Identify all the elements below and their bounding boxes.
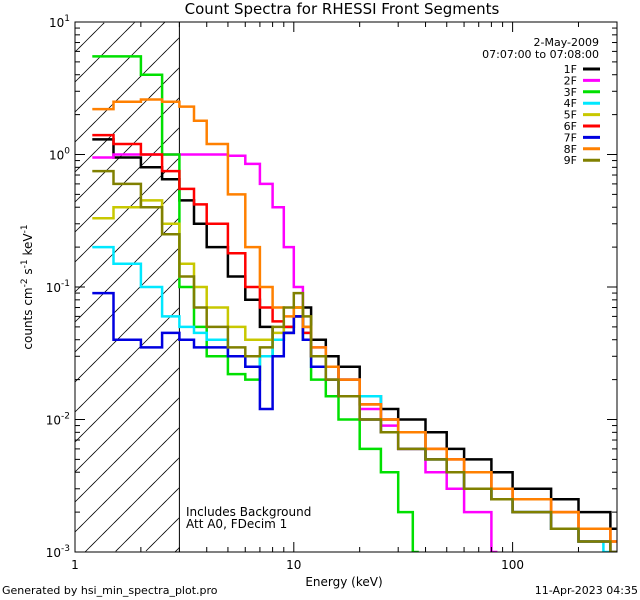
hatch-line	[74, 397, 180, 503]
legend-label: 7F	[564, 131, 577, 144]
axes	[74, 21, 618, 553]
legend-label: 2F	[564, 74, 577, 87]
footer-generated-on: 11-Apr-2023 04:35	[535, 584, 638, 597]
hatch-line	[74, 367, 180, 473]
legend-label: 8F	[564, 143, 577, 156]
hatch-line	[174, 547, 180, 553]
hatch-line	[85, 457, 180, 552]
chart-title: Count Spectra for RHESSI Front Segments	[185, 0, 500, 18]
series-9F	[92, 169, 617, 552]
legend-label: 5F	[564, 109, 577, 122]
y-axis-label: counts cm-2 s-1 keV-1	[20, 224, 35, 349]
legend-label: 6F	[564, 120, 577, 133]
hatch-line	[74, 21, 166, 113]
legend-time-range: 07:07:00 to 07:08:00	[482, 48, 599, 61]
y-tick-label: 100	[49, 147, 70, 163]
tick-labels: 1 10 100 10-3 10-2 10-1 100 101	[46, 14, 524, 572]
hatch-line	[74, 427, 180, 533]
x-axis-label: Energy (keV)	[305, 575, 382, 589]
annotation-attenuator: Att A0, FDecim 1	[186, 517, 287, 531]
hatch-line	[74, 247, 180, 353]
hatch-line	[74, 22, 135, 83]
series-group	[92, 55, 617, 552]
legend-label: 3F	[564, 86, 577, 99]
x-tick-label: 1	[71, 558, 79, 572]
legend-label: 9F	[564, 154, 577, 167]
y-tick-label: 10-2	[46, 412, 70, 428]
y-tick-label: 10-3	[46, 544, 70, 560]
y-tick-label: 10-1	[46, 279, 70, 295]
footer-generated-by: Generated by hsi_min_spectra_plot.pro	[2, 584, 218, 597]
y-tick-label: 101	[49, 14, 70, 30]
hatch-line	[74, 37, 180, 143]
legend-label: 1F	[564, 63, 577, 76]
hatch-line	[74, 307, 180, 413]
legend: 2-May-2009 07:07:00 to 07:08:00 1F2F3F4F…	[482, 36, 600, 167]
hatch-line	[74, 22, 105, 53]
legend-label: 4F	[564, 97, 577, 110]
x-tick-label: 100	[501, 558, 524, 572]
legend-date: 2-May-2009	[534, 36, 599, 49]
hatch-line	[74, 337, 180, 443]
hatch-line	[115, 487, 180, 552]
annotation-background: Includes Background	[186, 505, 311, 519]
hatch-line	[145, 517, 180, 552]
x-tick-label: 10	[286, 558, 301, 572]
